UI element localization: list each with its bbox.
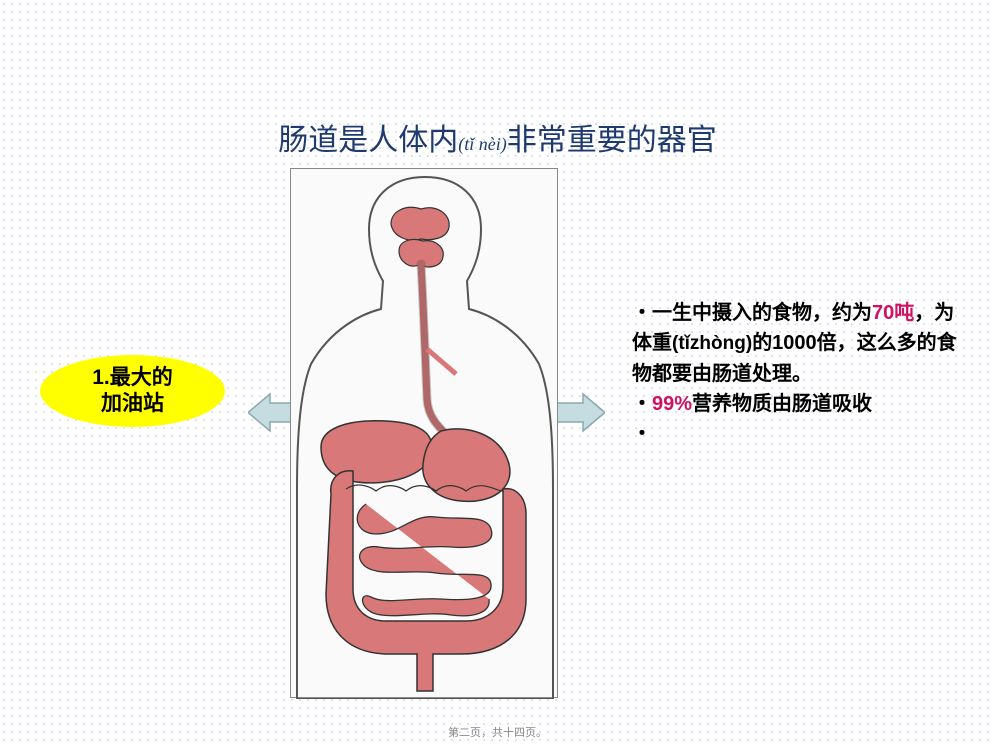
title-part2: 非常重要的器官 <box>507 124 717 157</box>
anatomy-svg <box>291 169 559 699</box>
large-intestine <box>326 471 526 691</box>
title-pinyin: (tǐ nèi) <box>458 134 506 154</box>
b2-highlight: 99% <box>652 393 692 415</box>
badge-line2: 加油站 <box>101 391 164 417</box>
bullet-3: ・ <box>632 419 972 449</box>
page-footer: 第二页，共十四页。 <box>0 724 995 740</box>
mouth-cavity <box>391 207 449 240</box>
badge-gas-station: 1.最大的 加油站 <box>40 355 225 427</box>
bullet-2: ・99%营养物质由肠道吸收 <box>632 389 972 419</box>
b1-pinyin: (tǐzhòng) <box>672 333 752 354</box>
digestive-system-diagram <box>290 168 558 698</box>
slide-title: 肠道是人体内(tǐ nèi)非常重要的器官 <box>0 115 995 159</box>
small-intestine <box>357 504 491 616</box>
b2-prefix: ・ <box>632 393 652 415</box>
b1-highlight: 70吨 <box>872 302 914 324</box>
liver <box>321 421 432 483</box>
branch <box>427 349 456 374</box>
b2-suffix: 营养物质由肠道吸收 <box>692 393 872 415</box>
badge-line1: 1.最大的 <box>92 365 173 391</box>
esophagus-outline <box>421 264 451 439</box>
bullet-list: ・一生中摄入的食物，约为70吨，为体重(tǐzhòng)的1000倍，这么多的食… <box>632 298 972 449</box>
title-part1: 肠道是人体内 <box>278 124 458 157</box>
b1-prefix: ・一生中摄入的食物，约为 <box>632 302 872 324</box>
bullet-1: ・一生中摄入的食物，约为70吨，为体重(tǐzhòng)的1000倍，这么多的食… <box>632 298 972 389</box>
